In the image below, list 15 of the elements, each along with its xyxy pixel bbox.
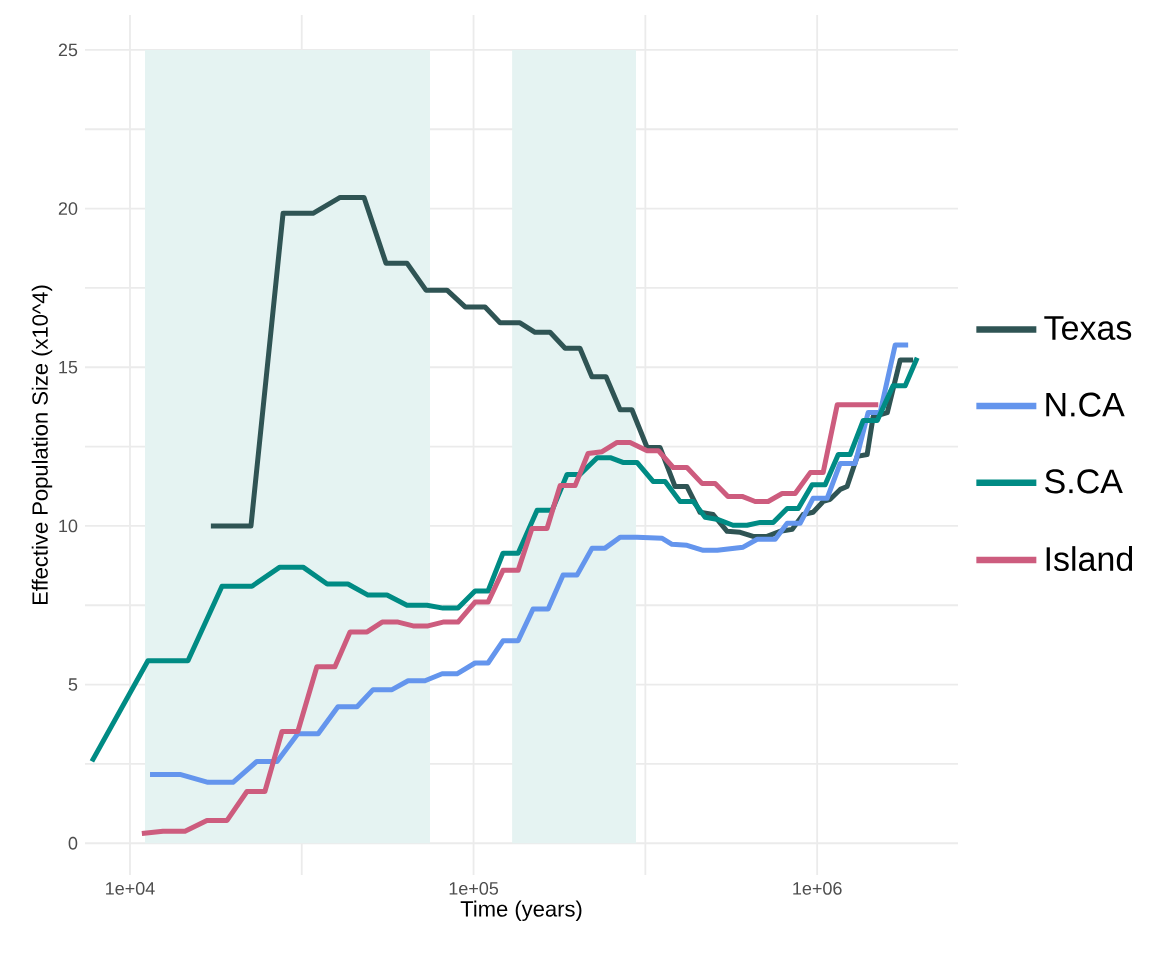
y-tick-label: 20 [58,202,78,215]
y-tick-label: 10 [59,519,78,533]
x-tick-label: 1e+06 [793,882,842,895]
legend-label: N.CA [1046,392,1125,417]
x-axis-title: Time (years) [460,900,582,922]
x-tick-label: 1e+05 [449,882,499,895]
legend-label: Texas [1044,316,1132,340]
x-tick-label: 1e+04 [106,882,155,895]
y-tick-label: 15 [59,360,78,374]
legend-label: S.CA [1045,469,1123,494]
y-tick-label: 25 [58,43,78,57]
y-tick-label: 0 [68,836,78,850]
y-tick-label: 5 [68,678,78,691]
y-axis-title: Effective Population Size (x10^4) [31,285,53,605]
legend-label: Island [1046,546,1133,572]
